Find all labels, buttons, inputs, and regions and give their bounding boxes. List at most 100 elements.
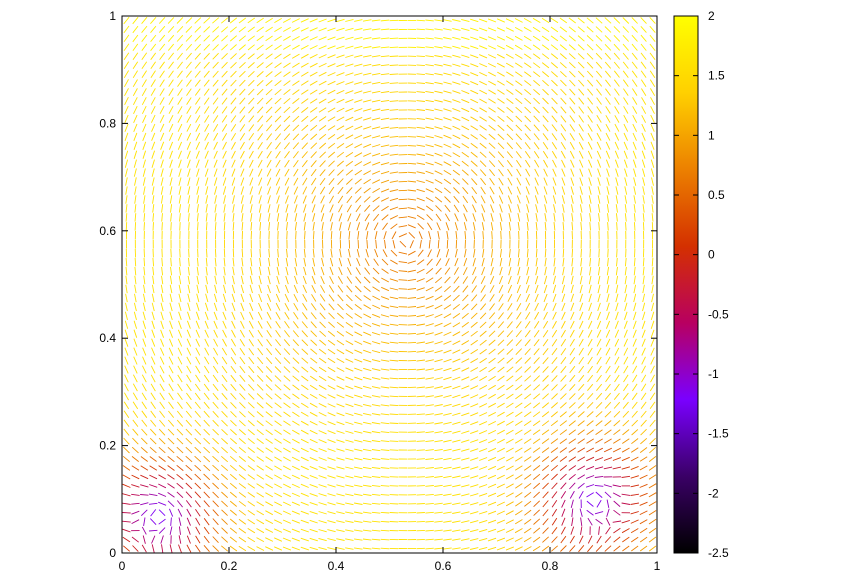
vector-arrow <box>309 45 318 50</box>
vector-arrow <box>613 61 620 69</box>
vector-arrow <box>248 124 255 132</box>
vector-arrow <box>134 293 137 303</box>
vector-arrow <box>203 455 211 463</box>
vector-arrow <box>204 132 210 141</box>
vector-arrow <box>248 106 255 114</box>
vector-arrow <box>542 509 549 517</box>
vector-arrow <box>461 27 470 32</box>
vector-arrow <box>124 168 128 177</box>
vector-arrow <box>123 52 130 61</box>
vector-arrow <box>213 168 218 177</box>
vector-arrow <box>551 115 558 123</box>
vector-arrow <box>161 266 164 276</box>
vector-arrow <box>532 429 541 435</box>
vector-arrow <box>425 108 434 112</box>
vector-arrow <box>292 80 300 86</box>
vector-arrow <box>320 204 325 213</box>
vector-arrow <box>238 447 246 454</box>
vector-arrow <box>142 293 146 303</box>
vector-arrow <box>650 150 655 159</box>
vector-arrow <box>641 347 646 356</box>
vector-arrow <box>532 438 541 444</box>
vector-arrow <box>389 206 399 211</box>
vector-arrow <box>613 52 621 60</box>
vector-arrow <box>488 142 496 149</box>
vector-arrow <box>587 383 594 391</box>
vector-arrow <box>380 82 390 85</box>
vector-arrow <box>479 169 487 177</box>
vector-arrow <box>230 53 237 60</box>
vector-arrow <box>327 538 336 542</box>
vector-arrow <box>615 302 619 312</box>
vector-arrow <box>650 88 656 96</box>
vector-arrow <box>586 401 594 409</box>
vector-arrow <box>266 159 272 168</box>
vector-arrow <box>605 517 611 526</box>
vector-arrow <box>640 79 647 87</box>
vector-arrow <box>292 384 300 391</box>
vector-arrow <box>229 482 237 489</box>
vector-arrow <box>339 222 342 231</box>
vector-arrow <box>416 287 425 291</box>
vector-arrow <box>586 429 594 435</box>
vector-arrow <box>133 374 138 383</box>
vector-arrow <box>434 170 443 175</box>
vector-arrow <box>277 222 279 231</box>
vector-arrow <box>205 275 208 285</box>
vector-arrow <box>526 204 530 213</box>
vector-arrow <box>363 134 372 139</box>
vector-arrow <box>623 150 628 159</box>
vector-arrow <box>642 302 646 312</box>
vector-arrow <box>212 545 220 552</box>
vector-arrow <box>642 284 645 294</box>
vector-arrow <box>151 302 155 312</box>
vector-arrow <box>292 411 300 417</box>
vector-arrow <box>345 358 354 363</box>
vector-arrow <box>336 340 345 346</box>
vector-arrow <box>247 44 255 51</box>
vector-arrow <box>632 356 638 365</box>
vector-arrow <box>407 153 417 156</box>
vector-arrow <box>595 545 603 552</box>
vector-arrow <box>514 474 523 480</box>
vector-arrow <box>212 437 220 445</box>
vector-arrow <box>631 79 638 87</box>
vector-arrow <box>275 142 281 150</box>
vector-arrow <box>364 204 371 212</box>
vector-arrow <box>416 197 425 202</box>
vector-arrow <box>550 35 559 42</box>
vector-arrow <box>131 493 140 496</box>
vector-arrow <box>274 501 283 507</box>
vector-arrow <box>569 374 576 382</box>
vector-arrow <box>248 97 255 105</box>
vector-arrow <box>461 439 470 443</box>
vector-arrow <box>380 19 390 22</box>
vector-arrow <box>301 321 308 329</box>
vector-arrow <box>461 90 470 95</box>
vector-arrow <box>229 527 238 534</box>
vector-arrow <box>473 248 476 258</box>
vector-arrow <box>274 44 282 51</box>
vector-arrow <box>632 329 637 338</box>
vector-arrow <box>435 213 442 222</box>
vector-arrow <box>274 546 283 551</box>
vector-arrow <box>247 519 256 525</box>
vector-arrow <box>434 143 443 148</box>
vector-arrow <box>256 429 264 436</box>
vector-arrow <box>515 133 523 141</box>
vector-arrow <box>265 501 274 507</box>
vector-arrow <box>462 294 469 302</box>
vector-arrow <box>239 384 246 391</box>
vector-arrow <box>487 36 497 41</box>
vector-arrow <box>371 117 381 121</box>
vector-arrow <box>505 501 514 507</box>
vector-arrow <box>552 284 557 294</box>
vector-arrow <box>195 115 201 123</box>
vector-arrow <box>151 311 155 321</box>
vector-arrow <box>186 132 192 141</box>
vector-arrow <box>452 340 461 346</box>
vector-arrow <box>604 61 612 69</box>
vector-arrow <box>613 500 621 507</box>
vector-arrow <box>150 79 156 87</box>
vector-arrow <box>389 144 399 147</box>
